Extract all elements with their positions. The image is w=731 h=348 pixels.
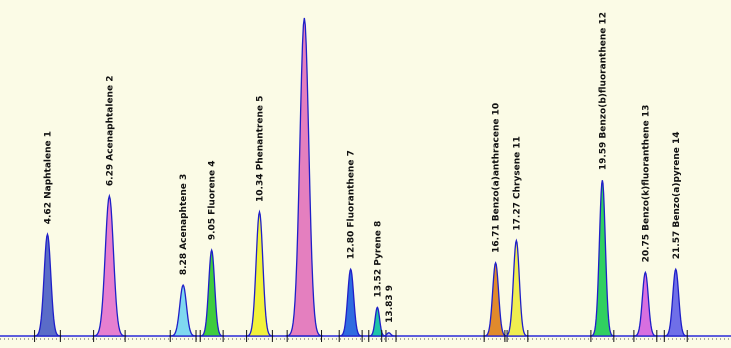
peak-7 <box>338 267 364 337</box>
peak-6 <box>285 17 324 337</box>
peak-label-7: 12.80 Fluoranthene 7 <box>347 150 357 259</box>
peak-2 <box>92 193 127 337</box>
peak-label-4: 9.05 Fluorene 4 <box>208 161 218 241</box>
peak-11 <box>503 238 529 337</box>
peak-label-2: 6.29 Acenaphtalene 2 <box>105 76 115 187</box>
peak-14 <box>663 267 689 337</box>
peak-5 <box>245 209 274 337</box>
peak-label-3: 8.28 Acenaphtene 3 <box>179 174 189 275</box>
peak-3 <box>169 283 198 337</box>
peak-label-11: 17.27 Chrysene 11 <box>512 136 522 231</box>
peak-label-10: 16.71 Benzo(a)anthracene 10 <box>492 103 502 253</box>
peak-9 <box>381 332 397 337</box>
peak-10 <box>483 261 509 337</box>
peak-label-1: 4.62 Naphtalene 1 <box>43 131 53 224</box>
peak-label-13: 20.75 Benzo(k)fluoranthene 13 <box>641 105 651 263</box>
peak-label-14: 21.57 Benzo(a)pyrene 14 <box>672 132 682 260</box>
peak-label-9: 13.83 9 <box>385 285 395 323</box>
peak-label-8: 13.52 Pyrene 8 <box>373 221 383 298</box>
peak-label-12: 19.59 Benzo(b)fluoranthene 12 <box>598 12 608 170</box>
peak-1 <box>33 232 62 337</box>
peak-13 <box>632 270 658 337</box>
peak-4 <box>199 248 225 337</box>
peak-label-5: 10.34 Phenantrene 5 <box>255 96 265 202</box>
peak-12 <box>589 180 615 337</box>
